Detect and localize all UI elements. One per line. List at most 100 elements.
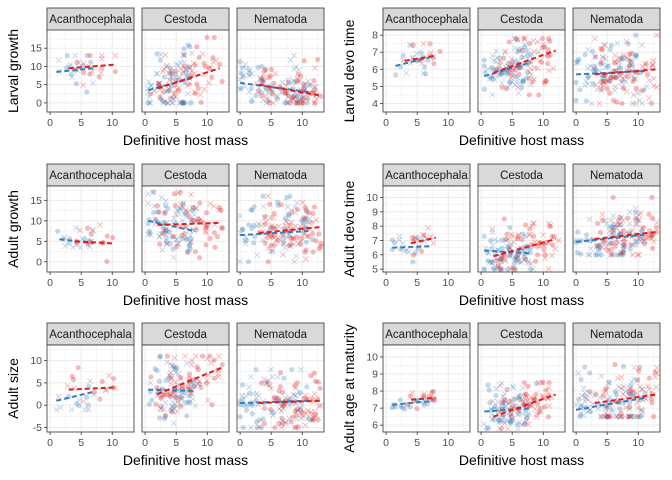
data-point (421, 238, 428, 244)
data-point (315, 379, 321, 385)
data-point (267, 249, 274, 255)
data-point (151, 210, 157, 216)
data-point (523, 47, 529, 54)
data-point (492, 266, 498, 272)
data-point (638, 406, 645, 412)
data-point (499, 245, 505, 251)
facet-label: Cestoda (164, 14, 207, 26)
data-point (177, 375, 184, 382)
data-point (178, 395, 185, 402)
data-point (608, 247, 614, 253)
data-point (400, 240, 406, 247)
data-point (628, 61, 635, 68)
data-point (620, 391, 626, 397)
data-point (69, 74, 75, 81)
data-point (636, 212, 643, 218)
data-point (525, 258, 532, 265)
red-trend-line (258, 399, 321, 404)
x-tick-label: 0 (478, 277, 484, 289)
data-point (505, 69, 511, 75)
data-point (284, 99, 290, 105)
data-point (521, 41, 528, 48)
data-point (170, 254, 177, 261)
y-tick-label: 8 (372, 221, 378, 233)
panel-border (477, 185, 566, 273)
data-point (534, 38, 541, 45)
data-point (267, 224, 274, 231)
data-point (249, 207, 255, 213)
data-point (522, 420, 528, 426)
data-point (397, 397, 403, 403)
data-point (245, 259, 252, 265)
data-point (581, 398, 588, 405)
data-point (98, 65, 105, 71)
data-point (421, 64, 428, 70)
data-point (489, 53, 496, 59)
data-point (536, 240, 543, 246)
data-point (490, 75, 496, 81)
data-point (543, 387, 549, 393)
data-point (488, 238, 494, 244)
data-point (70, 244, 76, 251)
data-point (275, 202, 281, 208)
blue-trend-line (575, 396, 645, 411)
data-point (618, 214, 625, 221)
data-point (294, 234, 300, 240)
data-point (154, 51, 160, 57)
data-point (530, 79, 536, 85)
data-point (617, 72, 624, 79)
data-point (490, 58, 497, 64)
data-point (162, 209, 168, 215)
data-point (165, 391, 171, 398)
data-point (519, 421, 525, 428)
data-point (596, 243, 602, 249)
facet-label: Nematoda (590, 14, 644, 26)
panel-background (47, 30, 134, 112)
data-point (295, 71, 301, 77)
data-point (635, 405, 641, 411)
data-point (496, 425, 503, 432)
data-point (280, 240, 287, 247)
data-point (261, 421, 268, 427)
data-point (199, 353, 206, 359)
data-point (180, 100, 187, 106)
data-point (594, 243, 600, 249)
data-point (170, 233, 177, 239)
y-tick-label: 5 (36, 79, 42, 91)
data-point (516, 71, 522, 77)
panel-background (142, 345, 229, 432)
data-point (176, 84, 182, 91)
data-point (516, 48, 523, 54)
data-point (519, 399, 526, 405)
data-point (612, 361, 618, 368)
data-point (489, 92, 496, 98)
data-point (146, 228, 152, 234)
data-point (601, 413, 608, 420)
points (237, 193, 324, 265)
panel-background (237, 30, 324, 112)
data-point (201, 86, 208, 93)
data-point (534, 401, 541, 407)
data-point (280, 389, 286, 395)
data-point (604, 86, 610, 92)
x-tick-label: 10 (296, 117, 308, 129)
data-point (547, 223, 553, 230)
data-point (623, 404, 629, 411)
data-point (183, 212, 190, 218)
blue-trend-line (576, 233, 645, 243)
data-point (158, 395, 164, 401)
panel-border (46, 344, 135, 433)
data-point (531, 76, 538, 83)
data-point (311, 83, 318, 90)
data-point (503, 237, 509, 244)
data-point (493, 385, 500, 392)
data-point (504, 418, 511, 425)
data-point (279, 415, 285, 421)
data-point (251, 204, 257, 210)
x-tick-label: 10 (106, 277, 118, 289)
data-point (547, 52, 553, 59)
data-point (483, 425, 490, 432)
data-point (77, 244, 84, 251)
data-point (514, 253, 520, 259)
data-point (605, 241, 611, 247)
